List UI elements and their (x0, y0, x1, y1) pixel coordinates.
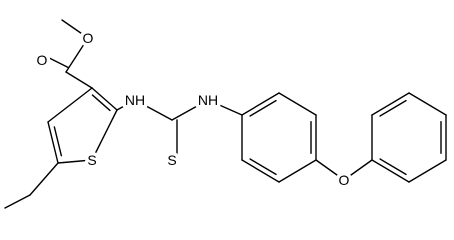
double-bond (379, 158, 407, 176)
atom-label: NH (125, 92, 145, 108)
double-bond (91, 94, 111, 112)
double-bond (53, 126, 63, 157)
bond (91, 109, 118, 161)
double-bond (379, 99, 407, 117)
atom-label: O (83, 30, 94, 46)
bond (47, 87, 93, 123)
atom-labels: O O S NH NH S O (33, 27, 353, 192)
atom-label: O (339, 172, 350, 188)
atom-label: NH (198, 92, 218, 108)
atom-label: S (167, 152, 176, 168)
bond (171, 99, 209, 121)
bond (241, 92, 280, 116)
bond (207, 99, 243, 116)
double-bond (43, 54, 69, 69)
bond (61, 19, 89, 39)
bond (65, 71, 93, 89)
bond (408, 92, 447, 116)
bond (29, 162, 59, 196)
bond (4, 194, 31, 209)
bond (47, 121, 59, 164)
bond (65, 37, 89, 73)
bond (343, 159, 373, 181)
atom-label: S (87, 152, 96, 168)
double-bond (249, 99, 277, 117)
molecule-diagram: O O S NH NH S O (4, 19, 447, 209)
bond (134, 99, 173, 121)
bond (278, 159, 317, 183)
bond (57, 159, 93, 164)
double-bond (249, 158, 277, 176)
bond (91, 87, 118, 111)
bond (371, 159, 410, 183)
atom-label: O (37, 52, 48, 68)
bond (408, 159, 447, 183)
bonds (4, 19, 447, 209)
bond (241, 159, 280, 183)
bond (315, 159, 345, 181)
bond (371, 92, 410, 116)
bond (278, 92, 317, 116)
bond (116, 99, 136, 111)
